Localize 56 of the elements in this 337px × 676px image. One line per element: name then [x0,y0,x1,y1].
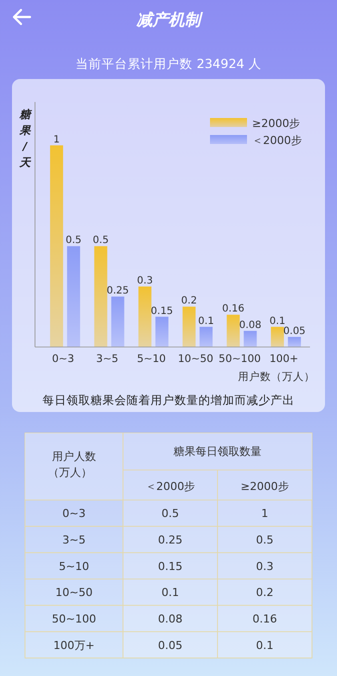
data-label: 0.3 [256,560,274,573]
bar [67,246,80,347]
x-tick-label: 100+ [269,353,298,365]
chart-title: 减产机制 [136,10,204,29]
bar [288,336,301,347]
legend-label: ≥2000步 [252,117,300,130]
bar [182,306,196,347]
chart-title: 糖果每日领取数量 [174,445,262,458]
data-label: 0.08 [239,320,262,331]
y-tick-label: 0~3 [62,507,86,520]
bar [200,326,213,347]
data-label: 0.1 [269,316,286,327]
data-label: 0.1 [198,316,214,327]
y-tick-label: 100万+ [53,638,95,652]
x-tick-label: 5~10 [136,353,166,365]
data-label: 1 [53,134,60,146]
data-label: 0.5 [66,235,82,246]
data-label: 0.1 [162,586,179,600]
text: 每日领取糖果会随着用户数量的增加而减少产出 [42,393,294,407]
data-label: 0.05 [158,638,182,652]
y-tick-label: 50~100 [52,612,96,626]
bar [155,316,168,347]
y-tick-label: 5~10 [58,560,90,573]
data-label: 1 [261,507,268,520]
data-label: 0.5 [162,507,179,520]
bar [244,330,257,347]
legend-label: ＜2000步 [252,134,302,147]
y-tick-label: 3~5 [62,534,86,546]
x-axis-title: 用户数（万人） [238,370,315,383]
x-tick-label: 10~50 [178,353,214,365]
bar [94,246,108,347]
x-tick-label: 3~5 [96,353,118,365]
data-label: 0.05 [283,326,306,337]
data-label: 0.5 [92,235,109,246]
data-label: 0.25 [106,286,129,297]
bar [50,145,64,347]
data-label: 0.2 [256,586,274,600]
bar [226,314,240,347]
data-label: 0.25 [158,534,182,546]
data-label: 0.3 [136,276,153,286]
bar [111,296,124,347]
data-label: 0.15 [158,560,182,573]
data-label: 0.16 [252,612,277,626]
y-axis-title: 用户人数（万人） [48,450,96,479]
bar [270,326,284,347]
y-tick-label: 10~50 [55,586,93,600]
x-tick-label: 50~100 [218,353,261,365]
bar [138,286,152,347]
y-axis-title: 糖果/天 [18,108,32,169]
data-label: 0.08 [158,612,182,626]
chart-subtitle: 当前平台累计用户数 234924 人 [76,56,262,71]
data-label: 0.2 [181,296,198,307]
data-label: 0.1 [256,638,274,652]
data-label: 0.15 [150,306,174,317]
data-label: 0.16 [222,304,244,315]
data-label: 0.5 [256,534,274,546]
